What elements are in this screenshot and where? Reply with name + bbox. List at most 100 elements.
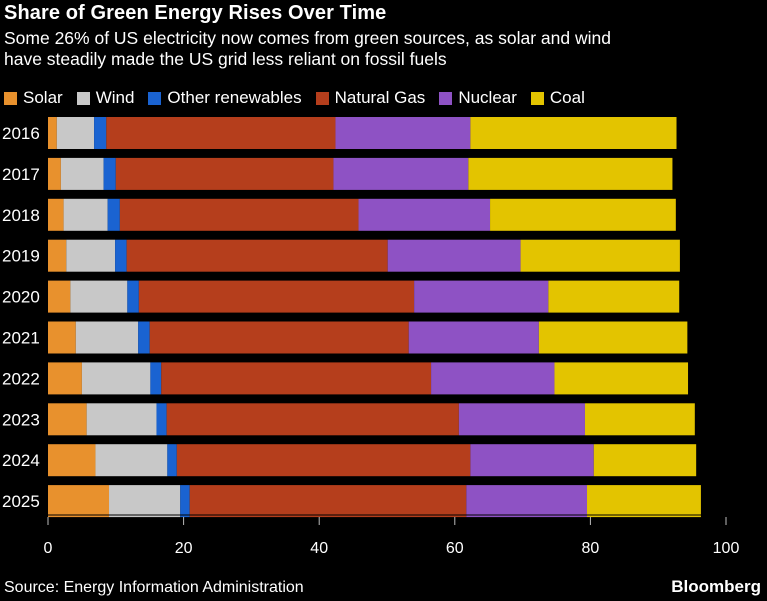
y-tick-label: 2019 [2,247,40,266]
bar-segment-wind [70,280,128,313]
legend-item-natural-gas: Natural Gas [315,88,426,108]
bar-segment-wind [95,444,168,477]
x-tick-label: 60 [446,540,464,557]
bar-segment-natural-gas [189,485,467,518]
bar-segment-solar [48,157,61,190]
bar-segment-other-renewables [138,321,150,354]
bar-segment-solar [48,280,71,313]
subtitle-line: have steadily made the US grid less reli… [4,49,447,69]
bar-segment-wind [109,485,181,518]
bar-segment-natural-gas [166,403,459,436]
bar-segment-natural-gas [176,444,471,477]
bar-segment-other-renewables [167,444,177,477]
legend-label: Coal [549,88,585,107]
bar-segment-solar [48,403,87,436]
bar-segment-coal [470,117,677,149]
y-tick-label: 2020 [2,288,40,307]
bar-segment-coal [490,198,676,231]
bar-segment-wind [75,321,139,354]
bar-segment-wind [56,117,95,149]
bar-segment-wind [66,239,116,272]
legend-item-coal: Coal [530,88,585,108]
legend-label: Nuclear [458,88,517,107]
bar-segment-nuclear [358,198,491,231]
legend-label: Natural Gas [334,88,426,107]
x-tick-label: 100 [713,540,740,557]
x-tick-label: 0 [44,540,53,557]
y-tick-label: 2021 [2,329,40,348]
bar-segment-natural-gas [138,280,415,313]
bar-segment-natural-gas [119,198,359,231]
bar-segment-nuclear [408,321,539,354]
bar-segment-coal [587,485,701,518]
bar-segment-nuclear [431,362,555,395]
legend-swatch [530,91,544,105]
bar-segment-nuclear [387,239,521,272]
bar-segment-nuclear [414,280,549,313]
bar-segment-other-renewables [180,485,190,518]
bar-segment-solar [48,444,96,477]
bar-segment-coal [520,239,680,272]
bar-segment-solar [48,362,82,395]
y-tick-label: 2022 [2,369,40,388]
bar-segment-natural-gas [149,321,409,354]
bar-segment-nuclear [458,403,585,436]
bar-segment-coal [554,362,689,395]
legend-item-nuclear: Nuclear [439,88,517,108]
legend-item-wind: Wind [76,88,135,108]
legend-swatch [76,91,90,105]
bar-segment-solar [48,117,57,149]
source-note: Source: Energy Information Administratio… [4,579,304,596]
bar-segment-nuclear [335,117,471,149]
y-tick-label: 2017 [2,165,40,184]
bar-segment-natural-gas [126,239,388,272]
bar-segment-nuclear [333,157,469,190]
bar-segment-coal [593,444,697,477]
bar-segment-wind [86,403,157,436]
legend-item-solar: Solar [4,88,63,108]
bar-segment-coal [584,403,695,436]
y-tick-label: 2023 [2,410,40,429]
bar-segment-wind [60,157,104,190]
y-tick-label: 2016 [2,124,40,143]
bar-segment-other-renewables [94,117,107,149]
legend-label: Other renewables [167,88,302,107]
bar-segment-nuclear [470,444,594,477]
legend-swatch [4,91,17,105]
bar-segment-solar [48,239,67,272]
bar-segment-nuclear [466,485,588,518]
x-tick-label: 40 [310,540,328,557]
bar-segment-solar [48,485,110,518]
bar-segment-solar [48,321,76,354]
bar-segment-coal [468,157,673,190]
bar-segment-other-renewables [150,362,162,395]
y-tick-label: 2024 [2,451,40,470]
bar-segment-coal [548,280,680,313]
bar-segment-natural-gas [106,117,336,149]
bar-segment-natural-gas [115,157,334,190]
bar-segment-other-renewables [103,157,116,190]
bar-segment-other-renewables [127,280,139,313]
bar-segment-wind [81,362,151,395]
bar-segment-other-renewables [115,239,127,272]
legend-label: Wind [95,88,135,107]
legend-label: Solar [23,88,63,107]
bar-segment-coal [538,321,688,354]
bar-segment-other-renewables [156,403,167,436]
legend-swatch [315,91,329,105]
chart-legend: Solar Wind Other renewables Natural Gas … [4,88,599,108]
bar-segment-wind [63,198,108,231]
bloomberg-logo: Bloomberg [671,577,761,596]
bar-segment-solar [48,198,64,231]
bar-segment-natural-gas [161,362,432,395]
legend-swatch [439,91,453,105]
y-tick-label: 2018 [2,206,40,225]
legend-swatch [148,91,162,105]
chart-title: Share of Green Energy Rises Over Time [4,2,387,24]
x-tick-label: 80 [582,540,600,557]
bar-segment-other-renewables [107,198,120,231]
legend-item-other-renewables: Other renewables [148,88,302,108]
subtitle-line: Some 26% of US electricity now comes fro… [4,28,611,48]
y-tick-label: 2025 [2,492,40,511]
